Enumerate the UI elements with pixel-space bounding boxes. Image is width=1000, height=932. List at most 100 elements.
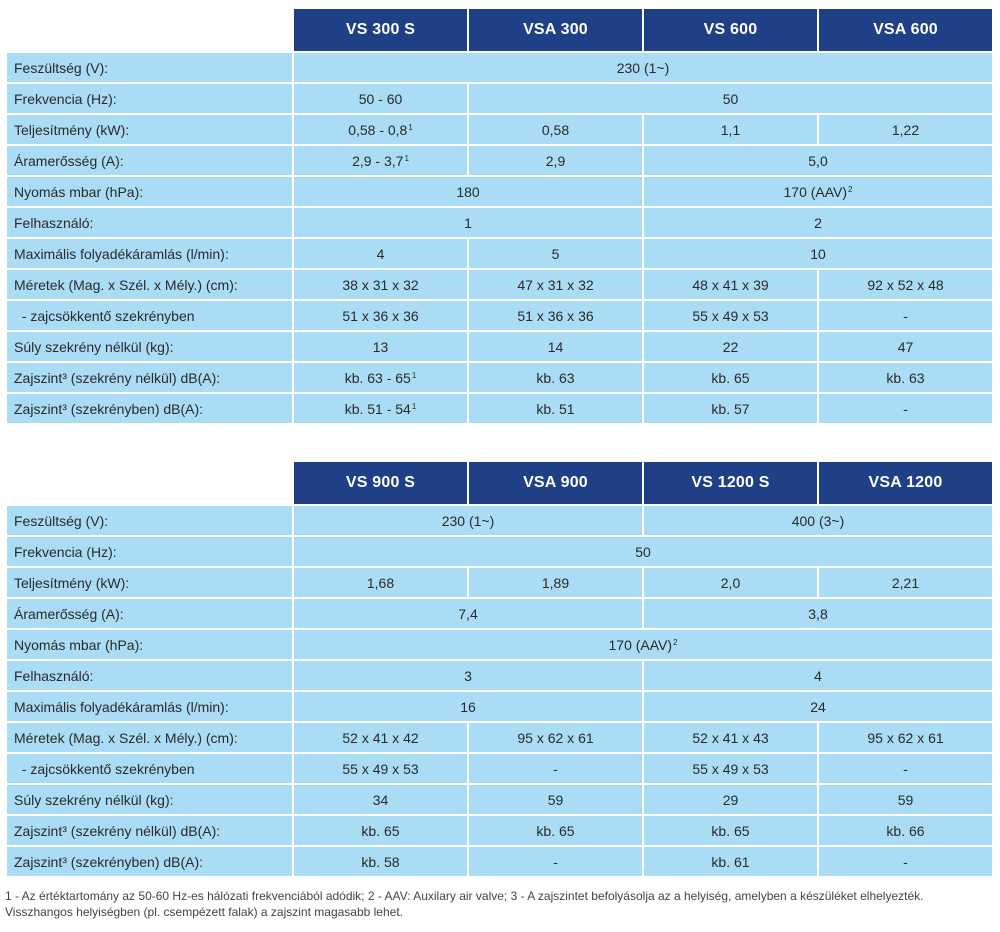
cell-value: 34 [372,791,389,808]
row-label: Áramerősség (A): [7,599,292,628]
footnote: 1 - Az értéktartomány az 50-60 Hz-es hál… [5,889,995,920]
table-cell: kb. 66 [819,816,992,845]
footnote-line: Visszhangos helyiségben (pl. csempézett … [5,904,403,919]
model-header: VS 300 S [294,9,467,51]
table-cell: 4 [294,239,467,268]
table-cell: 1,89 [469,568,642,597]
table-cell: 55 x 49 x 53 [644,301,817,330]
cell-value: 1 [464,214,472,231]
table-row: Maximális folyadékáramlás (l/min): 16 24 [7,692,992,721]
table-cell: kb. 65 [644,816,817,845]
row-label: Teljesítmény (kW): [7,115,292,144]
footnote-ref: 1 [408,122,413,132]
row-label: Áramerősség (A): [7,146,292,175]
table-row: Méretek (Mag. x Szél. x Mély.) (cm): 38 x… [7,270,992,299]
cell-value: 1,68 [366,574,395,591]
cell-value: 50 [635,543,651,560]
cell-value: 51 x 36 x 36 [517,307,594,324]
table-row: - zajcsökkentő szekrényben 51 x 36 x 36 51… [7,301,992,330]
footnote-ref: 1 [411,401,417,411]
table-cell: 50 - 60 [294,84,467,113]
cell-value: 59 [897,791,914,808]
table-row: Nyomás mbar (hPa): 180 170 (AAV)2 [7,177,992,206]
table-cell: 2 [644,208,992,237]
cell-value: kb. 63 - 65 [344,369,411,386]
table-row: Zajszint³ (szekrényben) dB(A): kb. 51 - 5… [7,394,992,423]
table-cell: 52 x 41 x 43 [644,723,817,752]
table-cell: 2,0 [644,568,817,597]
row-label: Súly szekrény nélkül (kg): [7,332,292,361]
table-header-row: VS 900 S VSA 900 VS 1200 S VSA 1200 [7,462,992,504]
table-cell: kb. 63 - 651 [294,363,467,392]
table-cell: - [819,301,992,330]
table-cell: 0,58 - 0,81 [294,115,467,144]
table-cell: 50 [294,537,992,566]
table-cell: 48 x 41 x 39 [644,270,817,299]
cell-value: kb. 65 [711,369,750,386]
cell-value: - [903,307,908,324]
table-cell: 1,68 [294,568,467,597]
table-cell: - [819,754,992,783]
cell-value: kb. 51 - 54 [344,400,411,417]
cell-value: 52 x 41 x 42 [342,729,419,746]
cell-value: kb. 63 [536,369,575,386]
row-label: Zajszint³ (szekrényben) dB(A): [7,394,292,423]
row-label: - zajcsökkentő szekrényben [7,754,292,783]
row-label: Maximális folyadékáramlás (l/min): [7,692,292,721]
table-cell: 92 x 52 x 48 [819,270,992,299]
cell-value: 0,58 [541,121,570,138]
cell-value: 24 [810,698,826,715]
cell-value: kb. 51 [536,400,575,417]
table-cell: 3,8 [644,599,992,628]
row-label: Zajszint³ (szekrény nélkül) dB(A): [7,816,292,845]
table-row: Méretek (Mag. x Szél. x Mély.) (cm): 52 x… [7,723,992,752]
cell-value: 16 [460,698,476,715]
table-cell: 52 x 41 x 42 [294,723,467,752]
table-row: Súly szekrény nélkül (kg): 34 59 29 59 [7,785,992,814]
cell-value: 52 x 41 x 43 [692,729,769,746]
row-label: Zajszint³ (szekrény nélkül) dB(A): [7,363,292,392]
cell-value: 3 [464,667,472,684]
cell-value: 7,4 [458,605,478,622]
cell-value: kb. 61 [711,853,750,870]
cell-value: 50 - 60 [358,90,403,107]
cell-value: kb. 63 [886,369,925,386]
cell-value: 47 [897,338,914,355]
cell-value: 50 [722,90,739,107]
table-cell: 95 x 62 x 61 [469,723,642,752]
cell-value: 170 (AAV) [783,183,848,200]
cell-value: 4 [376,245,385,262]
cell-value: - [553,760,558,777]
table-cell: 95 x 62 x 61 [819,723,992,752]
table-row: Teljesítmény (kW): 0,58 - 0,81 0,58 1,1 1,22 [7,115,992,144]
cell-value: 55 x 49 x 53 [692,760,769,777]
table-row: Teljesítmény (kW): 1,68 1,89 2,0 2,21 [7,568,992,597]
table-cell: 400 (3~) [644,506,992,535]
table-cell: 5,0 [644,146,992,175]
cell-value: 59 [547,791,564,808]
cell-value: 51 x 36 x 36 [342,307,419,324]
cell-value: 400 (3~) [791,512,845,529]
footnote-ref: 1 [404,153,409,163]
table-cell: kb. 65 [644,363,817,392]
table-cell: 14 [469,332,642,361]
table-cell: 38 x 31 x 32 [294,270,467,299]
model-header: VS 1200 S [644,462,817,504]
table-row: - zajcsökkentő szekrényben 55 x 49 x 53 - 5… [7,754,992,783]
row-label: Frekvencia (Hz): [7,537,292,566]
table-cell: 13 [294,332,467,361]
header-blank-cell [7,9,292,51]
table-cell: 180 [294,177,642,206]
table-row: Áramerősség (A): 2,9 - 3,71 2,9 5,0 [7,146,992,175]
row-label: - zajcsökkentő szekrényben [7,301,292,330]
table-cell: 5 [469,239,642,268]
table-body: Feszültség (V): 230 (1~) 400 (3~) Frekvenci… [7,506,992,876]
table-cell: 51 x 36 x 36 [469,301,642,330]
cell-value: 22 [722,338,739,355]
table-row: Frekvencia (Hz): 50 - 60 50 [7,84,992,113]
table-cell: kb. 61 [644,847,817,876]
cell-value: 0,58 - 0,8 [348,121,408,138]
cell-value: 4 [814,667,822,684]
table-cell: 51 x 36 x 36 [294,301,467,330]
cell-value: 170 (AAV) [608,636,673,653]
